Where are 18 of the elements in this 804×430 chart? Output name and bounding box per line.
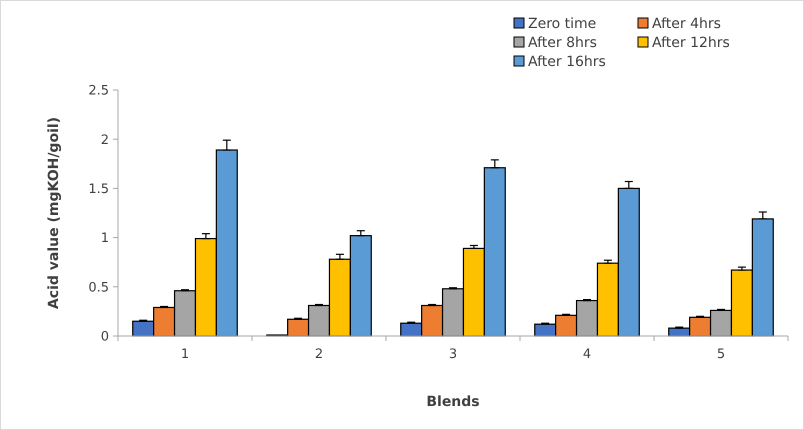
y-tick-label: 2.5	[88, 84, 109, 99]
x-tick-label: 5	[716, 347, 726, 362]
legend-label: After 16hrs	[528, 54, 606, 70]
x-tick-label: 4	[582, 347, 592, 362]
x-tick-label: 3	[448, 347, 458, 362]
legend-label: After 4hrs	[652, 16, 721, 32]
legend-label: After 12hrs	[652, 34, 730, 51]
y-tick-label: 1.5	[88, 182, 109, 197]
legend-label: After 8hrs	[528, 34, 597, 51]
y-tick-label: 1	[100, 231, 109, 246]
legend-label: Zero time	[528, 16, 596, 32]
y-tick-label: 2	[100, 132, 109, 148]
y-axis-title: Acid value (mgKOH/goil)	[46, 116, 62, 310]
x-tick-label: 2	[314, 347, 324, 362]
y-tick-label: 0.5	[88, 280, 109, 296]
y-tick-label: 0	[100, 330, 109, 345]
x-tick-label: 1	[180, 347, 190, 362]
x-axis-title: Blends	[426, 394, 480, 410]
